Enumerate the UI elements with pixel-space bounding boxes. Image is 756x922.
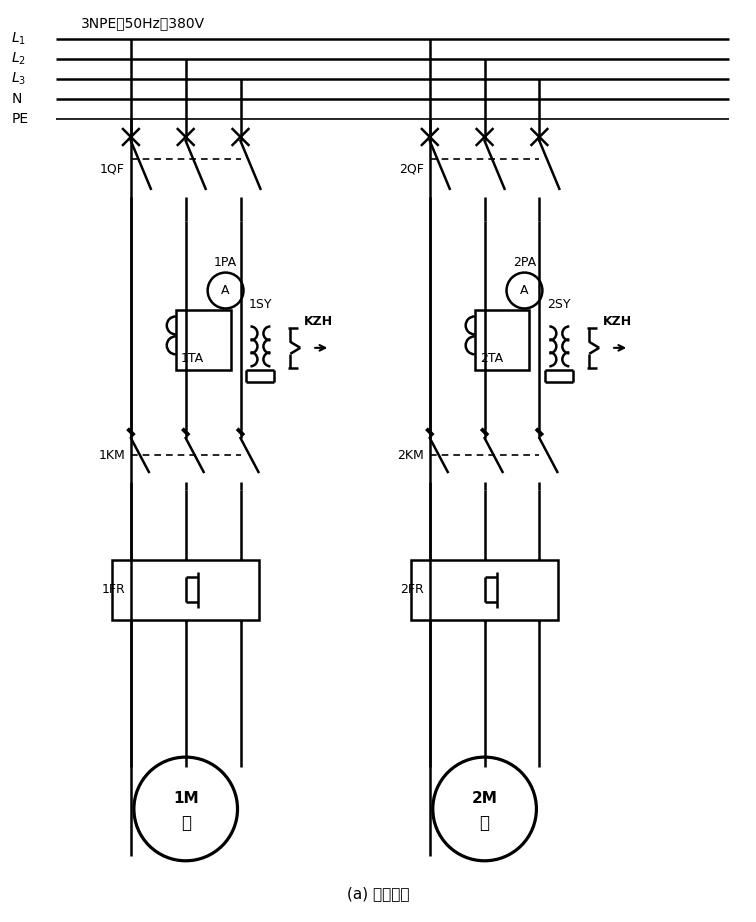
Bar [411,560,559,620]
Text: N: N [11,92,22,106]
Text: 1PA: 1PA [214,255,237,268]
Text: 1TA: 1TA [181,352,204,365]
Bar [175,311,231,371]
Text: 2FR: 2FR [400,583,424,597]
Text: 3NPE～50Hz、380V: 3NPE～50Hz、380V [81,17,205,30]
Text: 1SY: 1SY [249,299,272,312]
Bar [112,560,259,620]
Text: A: A [520,284,528,297]
Text: (a) 一次电路: (a) 一次电路 [347,886,409,901]
Text: KZH: KZH [603,315,632,328]
Text: 2PA: 2PA [513,255,536,268]
Text: PE: PE [11,112,29,126]
Text: 2TA: 2TA [479,352,503,365]
Text: 2M: 2M [472,791,497,807]
Text: $L_2$: $L_2$ [11,51,26,67]
Text: 1FR: 1FR [101,583,125,597]
Text: 1QF: 1QF [100,162,125,175]
Text: ～: ～ [479,814,490,832]
Text: 2KM: 2KM [397,448,424,462]
Text: ～: ～ [181,814,191,832]
Text: A: A [222,284,230,297]
Text: $L_3$: $L_3$ [11,71,26,88]
Text: 2SY: 2SY [547,299,571,312]
Text: 1KM: 1KM [98,448,125,462]
Text: 2QF: 2QF [399,162,424,175]
Text: 1M: 1M [173,791,199,807]
Text: KZH: KZH [304,315,333,328]
Text: $L_1$: $L_1$ [11,31,26,47]
Bar [475,311,529,371]
